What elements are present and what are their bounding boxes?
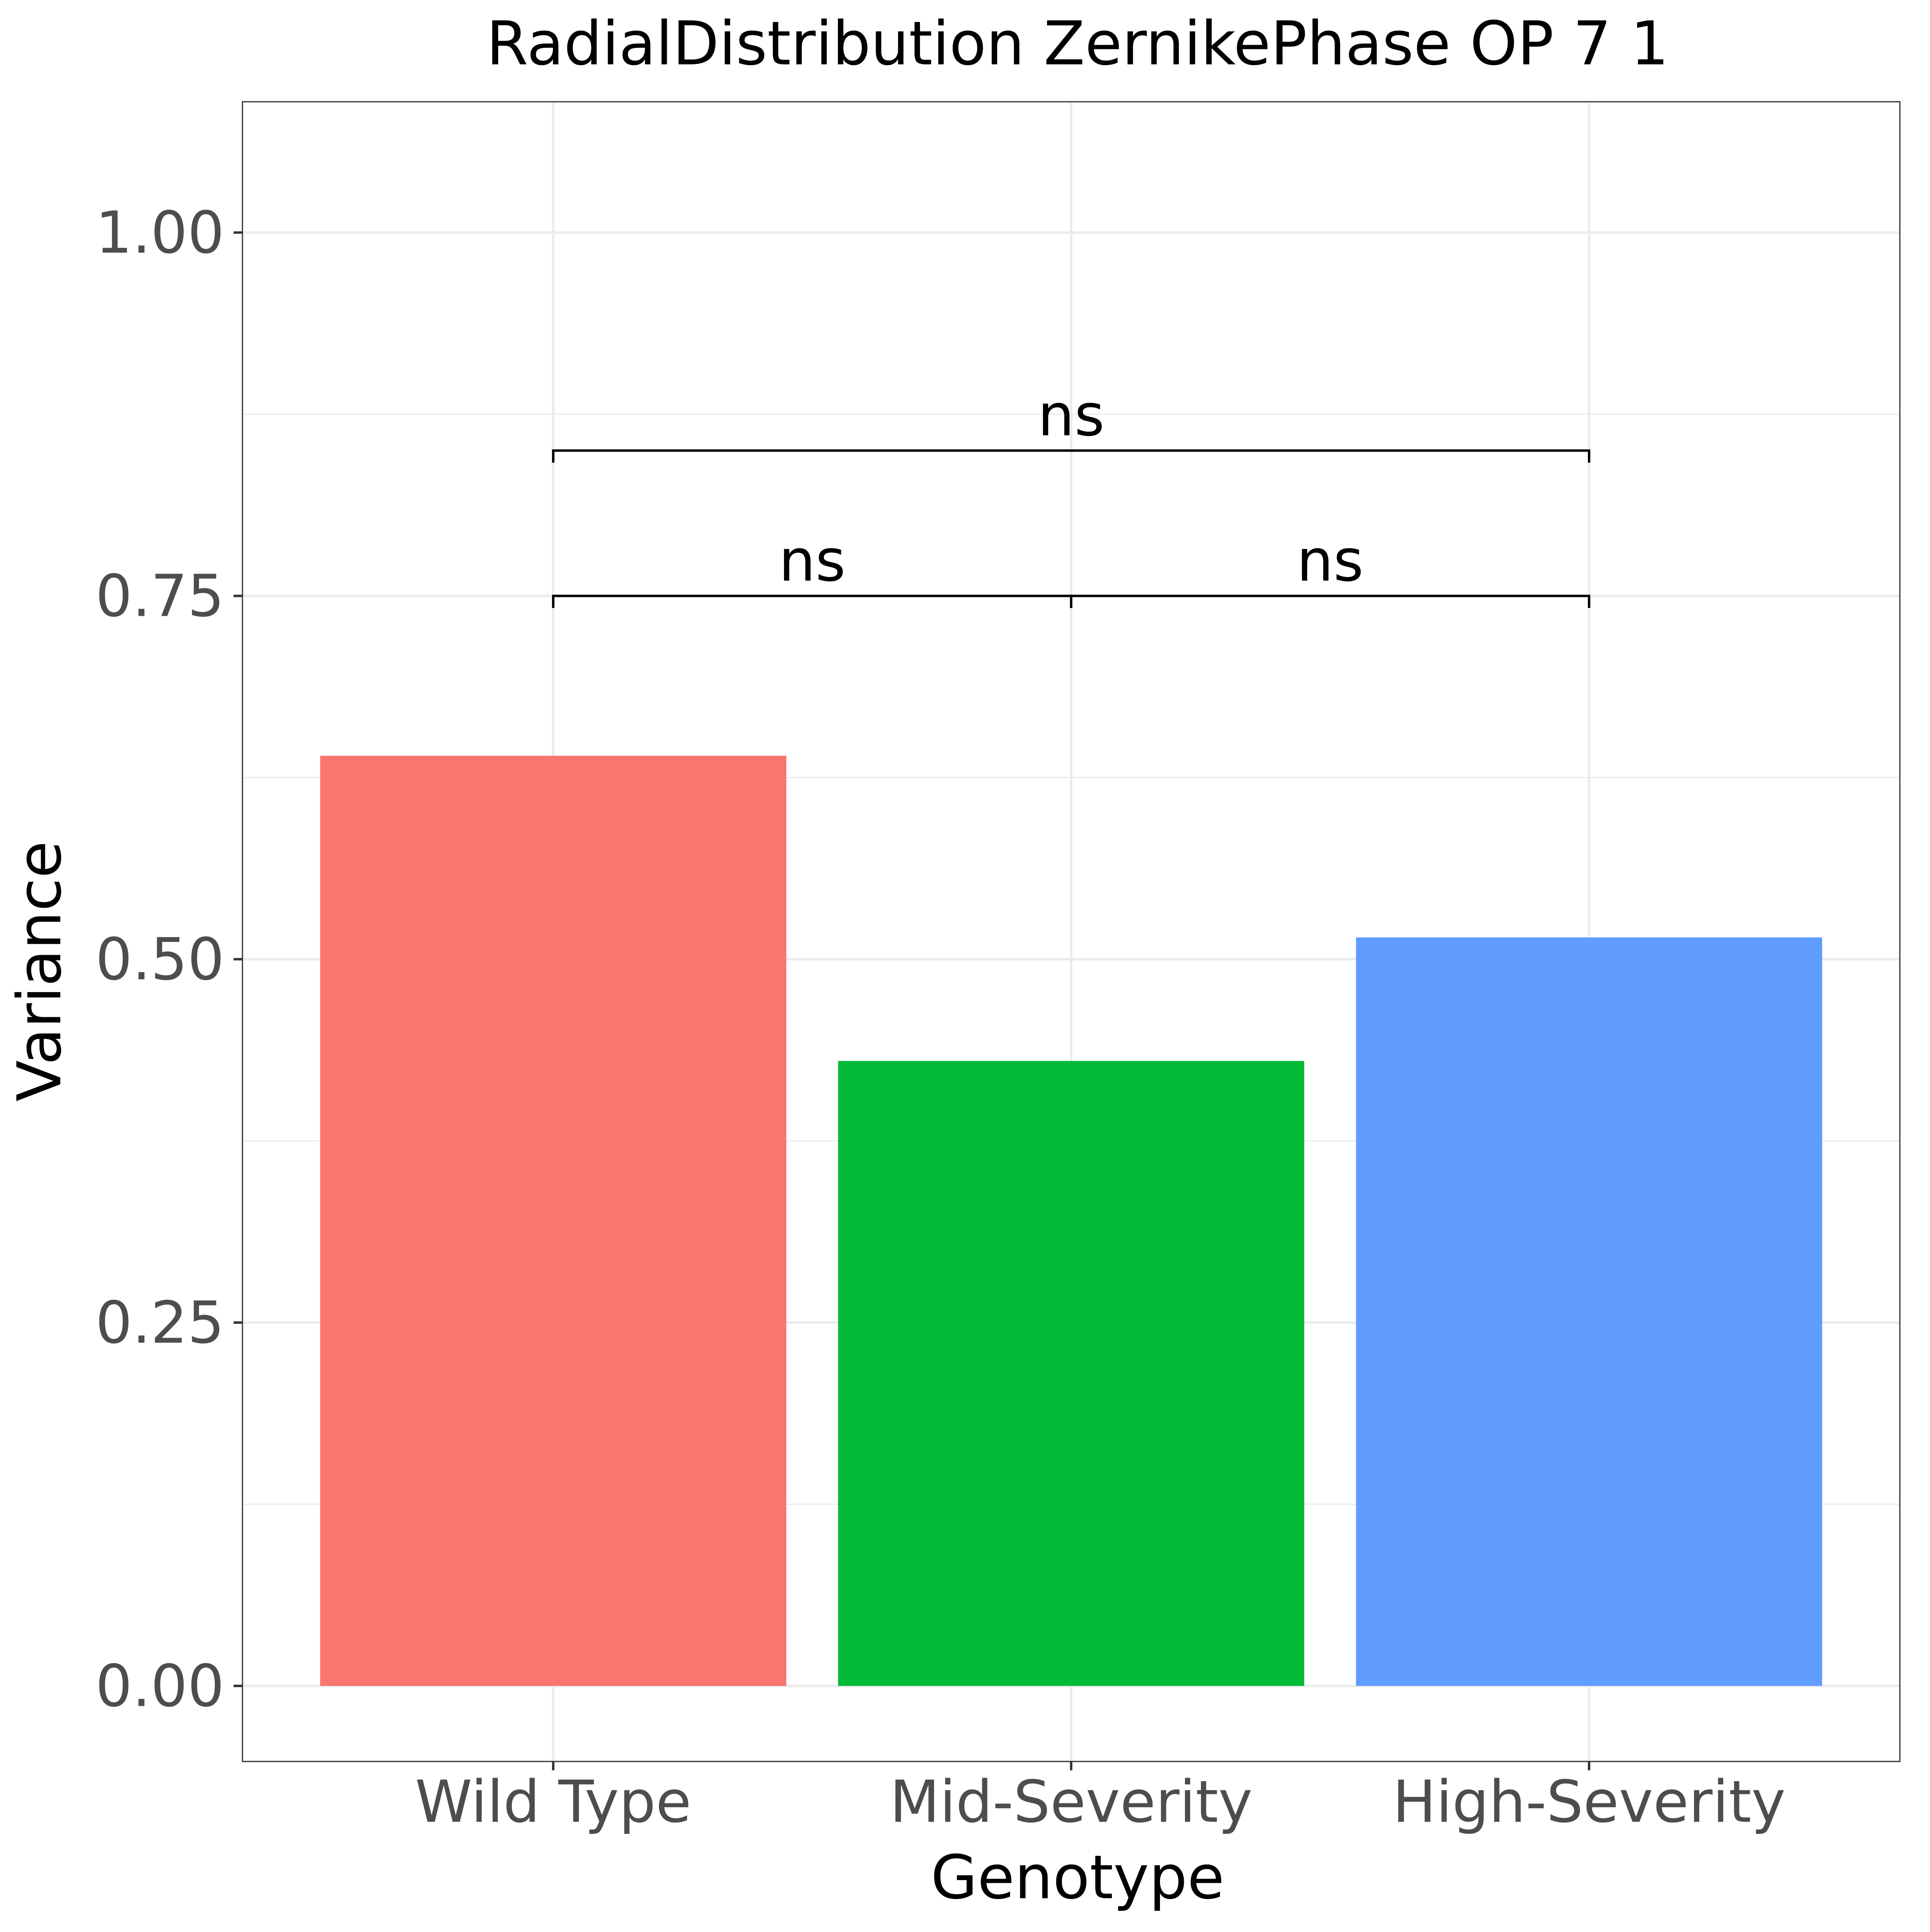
axis-ticks <box>234 231 1591 1770</box>
bars <box>320 756 1822 1686</box>
bar-wild-type <box>320 756 786 1686</box>
chart-title: RadialDistribution ZernikePhase OP 7 1 <box>486 9 1669 79</box>
y-tick-labels: 0.00 0.25 0.50 0.75 1.00 <box>95 199 224 1720</box>
x-axis-title: Genotype <box>931 1843 1224 1913</box>
y-tick-label: 0.50 <box>95 925 224 993</box>
bar-mid-severity <box>838 1061 1304 1686</box>
comparison-bracket: ns <box>1070 527 1591 608</box>
y-tick-label: 1.00 <box>95 199 224 266</box>
x-tick-label: Wild Type <box>415 1768 691 1835</box>
y-tick-label: 0.75 <box>95 562 224 630</box>
bracket-line <box>552 449 1591 463</box>
bar-high-severity <box>1356 937 1822 1686</box>
x-tick-labels: Wild Type Mid-Severity High-Severity <box>415 1768 1786 1835</box>
significance-label: ns <box>1038 381 1105 449</box>
y-axis-title: Variance <box>5 841 75 1102</box>
significance-label: ns <box>1297 527 1363 594</box>
x-tick-label: Mid-Severity <box>890 1768 1252 1835</box>
bracket-line <box>1070 594 1591 608</box>
x-tick-label: High-Severity <box>1392 1768 1786 1835</box>
significance-label: ns <box>779 527 846 594</box>
comparison-bracket: ns <box>552 381 1591 463</box>
significance-brackets: ns ns ns <box>552 381 1591 608</box>
y-tick-label: 0.00 <box>95 1652 224 1720</box>
y-tick-label: 0.25 <box>95 1289 224 1357</box>
